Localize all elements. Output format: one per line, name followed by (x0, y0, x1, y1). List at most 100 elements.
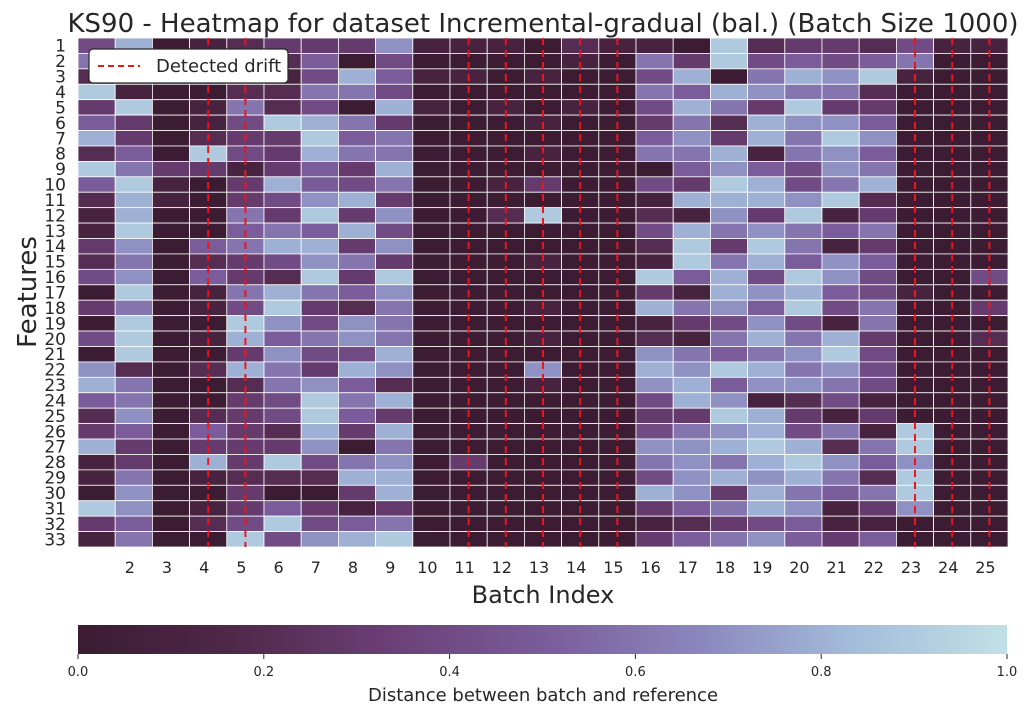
heatmap-cell (784, 160, 823, 178)
heatmap-cell (747, 207, 786, 224)
heatmap-cell (747, 531, 786, 548)
heatmap-cell (263, 299, 302, 317)
heatmap-cell (747, 130, 786, 147)
heatmap-cell (858, 531, 897, 548)
heatmap-cell (151, 500, 190, 517)
y-tick-label: 21 (44, 345, 66, 365)
heatmap-cell (151, 407, 190, 425)
heatmap-cell (821, 37, 860, 54)
heatmap-cell (635, 454, 674, 471)
heatmap-cell (784, 423, 823, 440)
heatmap-cell (710, 53, 749, 70)
heatmap-cell (635, 423, 674, 440)
heatmap-cell (635, 222, 674, 239)
heatmap-cell (151, 484, 190, 502)
y-axis-label: Features (13, 236, 43, 348)
heatmap-cell (151, 83, 190, 101)
heatmap-cell (710, 299, 749, 317)
heatmap-cell (412, 238, 451, 255)
heatmap-cell (263, 114, 302, 131)
heatmap-cell (784, 37, 823, 54)
heatmap-cell (821, 53, 860, 70)
y-tick-label: 32 (44, 515, 66, 535)
heatmap-cell (821, 392, 860, 409)
heatmap-cell (635, 268, 674, 286)
heatmap-cell (784, 53, 823, 70)
heatmap-cell (747, 299, 786, 317)
heatmap-cell (672, 37, 711, 54)
heatmap-cell (77, 500, 116, 517)
heatmap-cell (784, 500, 823, 517)
heatmap-cell (747, 469, 786, 486)
colorbar-tick-label: 0.6 (625, 665, 646, 680)
heatmap-cell (635, 284, 674, 301)
heatmap-cell (375, 330, 414, 347)
heatmap-cell (151, 361, 190, 378)
heatmap-cell (263, 160, 302, 178)
heatmap-cell (821, 99, 860, 116)
heatmap-cell (821, 515, 860, 532)
heatmap-cell (412, 454, 451, 471)
y-tick-label: 11 (44, 191, 66, 211)
heatmap-cell (412, 484, 451, 502)
heatmap-cell (337, 222, 376, 239)
heatmap-cell (300, 238, 339, 255)
heatmap-cell (635, 191, 674, 209)
heatmap-cell (151, 330, 190, 347)
heatmap-cell (858, 315, 897, 332)
y-tick-labels: 1234567891011121314151617181920212223242… (44, 37, 66, 551)
y-tick-label: 13 (44, 222, 66, 242)
heatmap-cell (710, 68, 749, 85)
heatmap-cell (672, 361, 711, 378)
heatmap-cell (635, 361, 674, 378)
heatmap-cell (77, 315, 116, 332)
heatmap-cell (784, 376, 823, 394)
heatmap-cell (710, 207, 749, 224)
heatmap-cell (375, 207, 414, 224)
heatmap-cell (412, 500, 451, 517)
heatmap-cell (151, 469, 190, 486)
heatmap-cell (821, 114, 860, 131)
heatmap-cell (300, 346, 339, 363)
heatmap-cell (114, 238, 153, 255)
heatmap-cell (710, 515, 749, 532)
y-tick-label: 7 (55, 129, 66, 149)
y-tick-label: 30 (44, 484, 66, 504)
heatmap-cell (114, 454, 153, 471)
heatmap-cell (635, 176, 674, 193)
heatmap-cell (672, 160, 711, 178)
y-tick-label: 26 (44, 422, 66, 442)
heatmap-cell (412, 53, 451, 70)
x-tick-label: 11 (454, 558, 474, 577)
heatmap-cell (263, 130, 302, 147)
heatmap-cell (114, 207, 153, 224)
heatmap-cell (151, 222, 190, 239)
heatmap-cell (747, 346, 786, 363)
x-tick-label: 12 (492, 558, 512, 577)
heatmap-cell (412, 99, 451, 116)
heatmap-cell (263, 176, 302, 193)
heatmap-cell (77, 423, 116, 440)
heatmap-cell (672, 315, 711, 332)
x-tick-label: 24 (938, 558, 958, 577)
heatmap-cell (263, 469, 302, 486)
heatmap-cell (635, 160, 674, 178)
heatmap-cell (710, 330, 749, 347)
heatmap-cell (337, 299, 376, 317)
heatmap-cell (375, 238, 414, 255)
heatmap-cell (710, 268, 749, 286)
heatmap-cell (784, 268, 823, 286)
heatmap-cell (710, 145, 749, 162)
heatmap-cell (151, 145, 190, 162)
heatmap-cell (821, 454, 860, 471)
heatmap-cell (114, 130, 153, 147)
heatmap-cell (710, 114, 749, 131)
heatmap-cell (412, 68, 451, 85)
heatmap-cell (858, 53, 897, 70)
heatmap-cell (114, 145, 153, 162)
heatmap-cell (747, 315, 786, 332)
heatmap-cell (77, 407, 116, 425)
heatmap-cell (114, 99, 153, 116)
heatmap-cell (821, 253, 860, 270)
x-tick-label: 9 (385, 558, 395, 577)
